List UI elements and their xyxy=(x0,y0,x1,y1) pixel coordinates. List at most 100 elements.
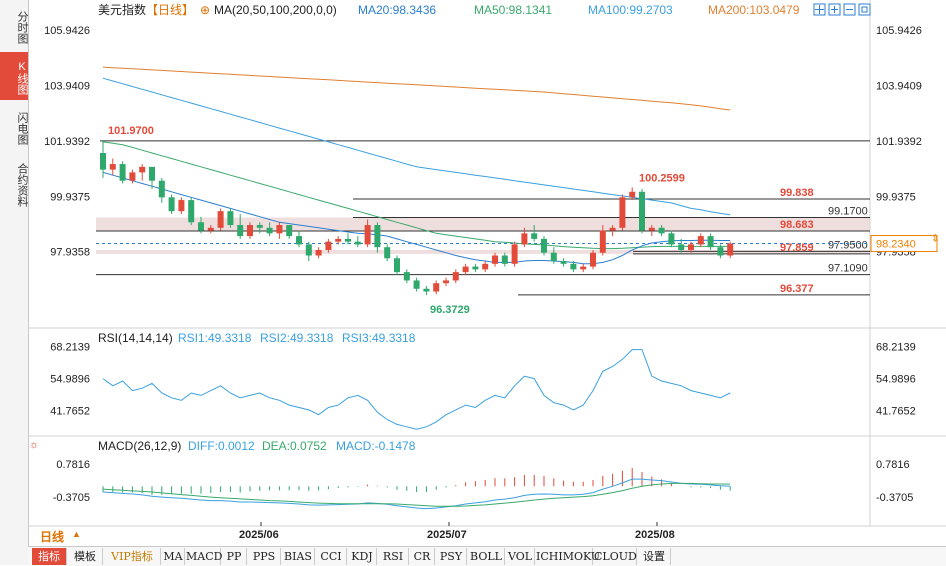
settings-icon[interactable]: ⊕ xyxy=(200,3,210,17)
candle-body xyxy=(707,236,714,248)
indicator-tab-3[interactable]: MA xyxy=(162,548,185,565)
indicator-tab-8[interactable]: CCI xyxy=(316,548,347,565)
dea-line xyxy=(102,482,731,507)
caret-up-icon[interactable]: ▲ xyxy=(72,529,81,539)
candle-body xyxy=(384,247,391,259)
crosshair-icon[interactable] xyxy=(813,3,826,16)
rsi-tick-left: 41.7652 xyxy=(50,405,90,417)
indicator-tab-11[interactable]: CR xyxy=(410,548,435,565)
rsi2-value: RSI2:49.3318 xyxy=(260,331,334,345)
indicator-tab-1[interactable]: 模板 xyxy=(68,548,103,565)
rsi3-value: RSI3:49.3318 xyxy=(342,331,416,345)
candle-body xyxy=(119,164,126,181)
candle-body xyxy=(325,241,332,250)
candle-body xyxy=(149,166,155,181)
candle-body xyxy=(658,227,665,234)
diff-value: DIFF:0.0012 xyxy=(188,439,255,453)
candle-body xyxy=(394,258,400,273)
resistance-zone xyxy=(96,249,870,254)
ma100-line xyxy=(102,77,731,216)
period-tag: 【日线】 xyxy=(146,3,194,17)
candle-body xyxy=(247,225,253,237)
candle-body xyxy=(492,255,498,264)
rsi-line xyxy=(102,349,731,430)
candle-body xyxy=(697,236,704,245)
candle-body xyxy=(129,172,136,181)
tab-flash[interactable]: 闪电图 xyxy=(16,111,28,145)
indicator-tab-0[interactable]: 指标 xyxy=(32,548,67,565)
indicator-tab-6[interactable]: PPS xyxy=(248,548,281,565)
period-selector[interactable]: 日线 xyxy=(40,530,65,544)
fullscreen-icon[interactable] xyxy=(858,3,871,16)
candle-body xyxy=(374,225,381,248)
candle-body xyxy=(678,244,685,250)
candle-body xyxy=(413,280,420,289)
candle-body xyxy=(227,211,234,226)
price-tick-right: 101.9392 xyxy=(876,136,922,148)
tab-timeshare[interactable]: 分时图 xyxy=(16,10,28,44)
rsi-tick-left: 54.9896 xyxy=(50,374,90,386)
candle-body xyxy=(364,225,371,245)
indicator-tab-15[interactable]: ICHIMOKU xyxy=(536,548,601,565)
x-tick-label: 2025/07 xyxy=(427,529,467,541)
candle-body xyxy=(168,197,175,212)
tab-kline[interactable]: K线图 xyxy=(0,52,28,100)
diff-line xyxy=(102,478,731,510)
macd-tick-right: -0.3705 xyxy=(876,492,913,504)
indicator-tab-9[interactable]: KDJ xyxy=(348,548,377,565)
x-tick-label: 2025/06 xyxy=(239,529,279,541)
indicator-tab-7[interactable]: BIAS xyxy=(282,548,315,565)
candle-body xyxy=(639,191,645,231)
level-label: 97.9500 xyxy=(828,239,868,251)
indicator-tab-13[interactable]: BOLL xyxy=(468,548,505,565)
indicator-tab-10[interactable]: RSI xyxy=(378,548,409,565)
candle-body xyxy=(501,255,508,264)
ma50-line xyxy=(102,141,731,250)
level-label: 97.859 xyxy=(780,242,814,254)
indicator-tab-14[interactable]: VOL xyxy=(506,548,535,565)
zoom-in-icon[interactable] xyxy=(828,3,841,16)
indicator-tab-5[interactable]: PP xyxy=(222,548,247,565)
high-annotation: 101.9700 xyxy=(108,125,154,137)
candle-body xyxy=(433,283,440,292)
ma20-value: MA20:98.3436 xyxy=(358,3,436,17)
candle-body xyxy=(335,238,342,242)
rsi-panel: 68.2139 68.2139 54.9896 54.9896 41.7652 41.76… xyxy=(50,342,916,430)
symbol-title: 美元指数 xyxy=(98,2,146,17)
x-tick-label: 2025/08 xyxy=(635,529,675,541)
candle-body xyxy=(443,280,449,284)
candle-body xyxy=(550,252,557,262)
candle-body xyxy=(109,164,116,170)
macd-settings-icon[interactable]: ☼ xyxy=(29,439,39,451)
candle-body xyxy=(158,180,165,198)
indicator-tab-4[interactable]: MACD xyxy=(186,548,223,565)
price-panel: 99.838 99.1700 98.683 97.9500 97.859 97.1090 9… xyxy=(44,25,939,316)
ma-label: MA(20,50,100,200,0,0) xyxy=(214,3,337,17)
candle-body xyxy=(452,272,459,281)
level-label: 98.683 xyxy=(780,219,814,231)
ma200-value: MA200:103.0479 xyxy=(708,3,800,17)
macd-value: MACD:-0.1478 xyxy=(336,439,416,453)
window-controls xyxy=(813,3,871,16)
candle-body xyxy=(521,233,528,245)
rsi-label: RSI(14,14,14) xyxy=(98,331,173,345)
price-tick-left: 99.9375 xyxy=(50,191,90,203)
kline-chart[interactable]: 99.838 99.1700 98.683 97.9500 97.859 97.1090 9… xyxy=(28,0,946,546)
indicator-tab-2[interactable]: VIP指标 xyxy=(104,548,161,565)
indicator-tab-bar: 指标 模板 VIP指标 MA MACD PP PPS BIAS CCI KDJ RSI CR PSY BO… xyxy=(28,546,946,566)
price-tick-left: 97.9358 xyxy=(50,247,90,259)
level-label: 96.377 xyxy=(780,283,814,295)
current-price-label: 98.2340 xyxy=(876,238,916,250)
chart-mode-tabs: 分时图 K线图 闪电图 合约资料 xyxy=(0,0,29,565)
candle-body xyxy=(609,227,616,231)
candle-body xyxy=(668,233,675,245)
ma200-line xyxy=(102,66,731,111)
candle-body xyxy=(688,244,694,250)
tab-contract-info[interactable]: 合约资料 xyxy=(16,163,28,207)
indicator-tab-17[interactable]: 设置 xyxy=(638,548,671,565)
indicator-tab-12[interactable]: PSY xyxy=(436,548,467,565)
indicator-tab-16[interactable]: CLOUD xyxy=(594,548,637,565)
zoom-out-icon[interactable] xyxy=(843,3,856,16)
candle-body xyxy=(511,244,518,264)
price-tick-right: 103.9409 xyxy=(876,80,922,92)
